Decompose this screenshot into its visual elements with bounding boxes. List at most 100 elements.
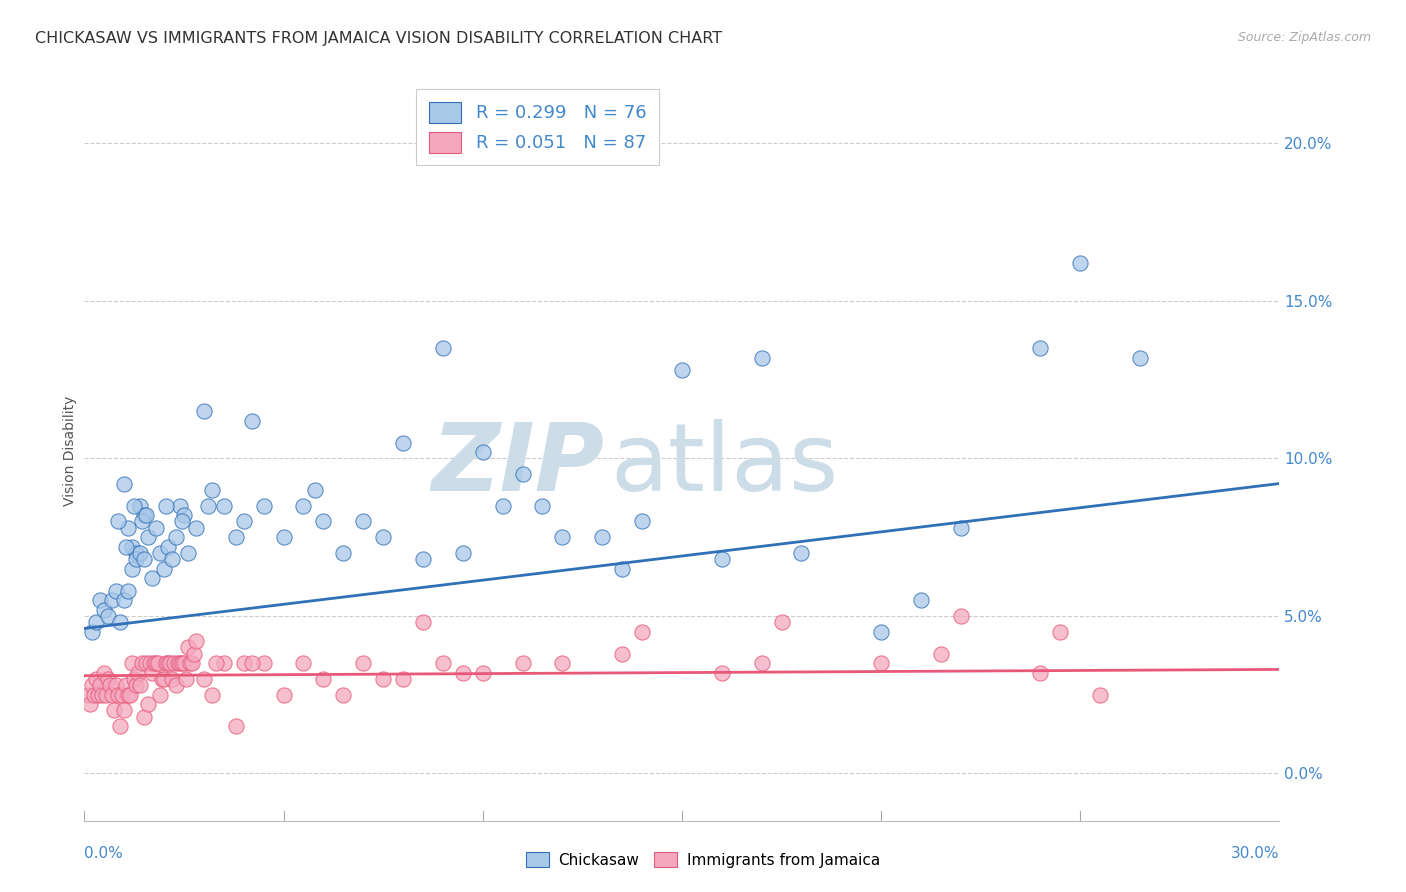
Point [160,672,183,686]
Point [110,719,132,733]
Point [949,521,972,535]
Point [112,476,135,491]
Point [184,521,207,535]
Text: CHICKASAW VS IMMIGRANTS FROM JAMAICA VISION DISABILITY CORRELATION CHART: CHICKASAW VS IMMIGRANTS FROM JAMAICA VIS… [35,31,723,46]
Point [150,672,173,686]
Point [160,552,183,566]
Point [169,499,191,513]
Point [112,593,135,607]
Point [631,624,654,639]
Point [451,665,474,680]
Point [790,546,813,560]
Point [949,608,972,623]
Point [551,530,574,544]
Point [212,499,235,513]
Point [304,483,326,497]
Point [492,499,515,513]
Point [146,656,169,670]
Point [1029,341,1052,355]
Point [184,634,207,648]
Point [129,678,152,692]
Point [105,583,128,598]
Point [155,656,177,670]
Point [135,508,157,522]
Point [292,656,315,670]
Point [111,688,134,702]
Point [193,672,215,686]
Point [173,656,195,670]
Point [105,678,128,692]
Point [392,672,415,686]
Point [103,703,125,717]
Point [312,514,335,528]
Point [117,521,139,535]
Point [107,514,129,528]
Point [253,656,276,670]
Point [139,656,162,670]
Point [373,530,395,544]
Point [122,672,145,686]
Point [212,656,235,670]
Point [136,530,159,544]
Point [710,665,733,680]
Point [225,530,247,544]
Point [174,672,197,686]
Point [98,678,121,692]
Text: ZIP: ZIP [432,419,605,511]
Point [1129,351,1152,365]
Point [169,656,191,670]
Point [163,656,186,670]
Point [157,656,180,670]
Point [132,709,156,723]
Point [612,561,634,575]
Point [710,552,733,566]
Point [141,665,163,680]
Point [86,672,108,686]
Point [153,672,176,686]
Point [115,540,138,554]
Point [155,499,177,513]
Point [201,483,224,497]
Point [135,656,157,670]
Point [82,624,104,639]
Point [117,688,139,702]
Point [125,546,148,560]
Point [167,656,190,670]
Point [232,514,254,528]
Point [170,656,193,670]
Point [79,697,101,711]
Point [117,583,139,598]
Point [93,602,115,616]
Point [451,546,474,560]
Point [153,561,176,575]
Text: Source: ZipAtlas.com: Source: ZipAtlas.com [1237,31,1371,45]
Point [292,499,315,513]
Point [177,546,200,560]
Point [122,499,145,513]
Point [512,467,534,481]
Point [132,552,156,566]
Point [131,514,153,528]
Point [97,608,120,623]
Point [132,508,156,522]
Point [93,665,115,680]
Point [531,499,554,513]
Point [145,521,167,535]
Point [136,697,159,711]
Point [107,688,129,702]
Point [1029,665,1052,680]
Point [671,363,693,377]
Point [591,530,613,544]
Point [112,703,135,717]
Point [332,546,354,560]
Point [332,688,354,702]
Point [240,413,263,427]
Point [89,678,111,692]
Point [412,552,434,566]
Point [273,530,295,544]
Point [870,624,893,639]
Point [125,552,148,566]
Point [205,656,228,670]
Point [181,656,204,670]
Point [225,719,247,733]
